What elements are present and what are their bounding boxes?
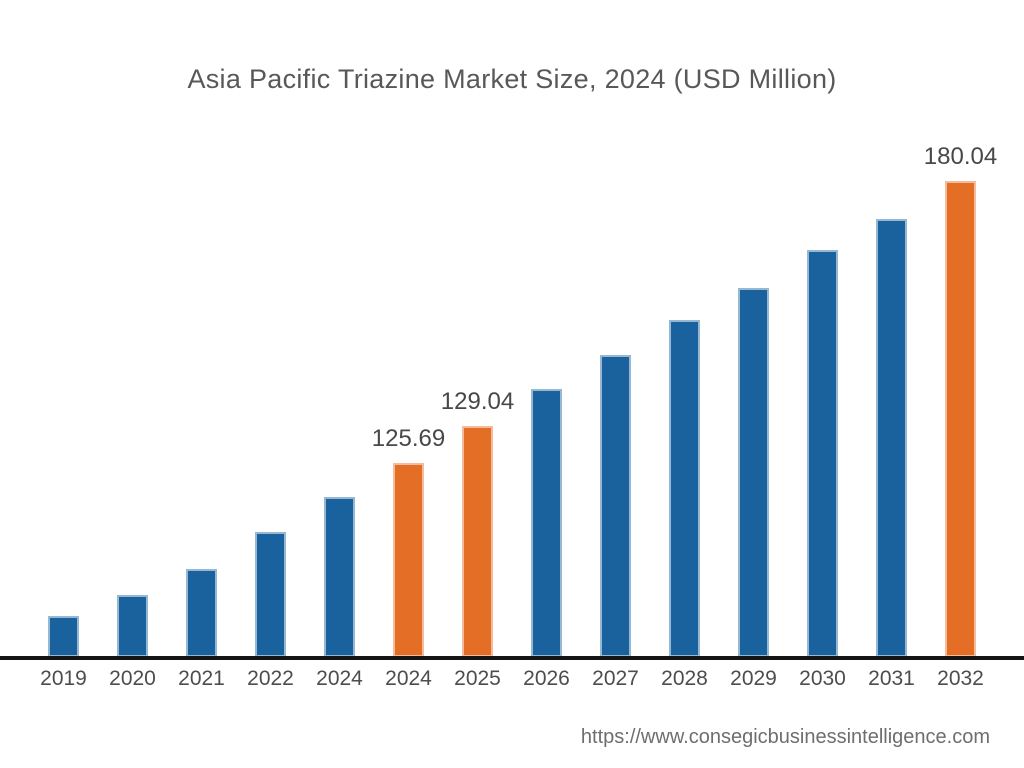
bar-slot: 125.69 [372, 176, 445, 657]
x-axis-labels: 2019 2020 2021 2022 2024 2024 2025 2026 2027 2028… [29, 667, 995, 691]
bar-slot: 180.04 [924, 143, 997, 657]
bar-2024-5: 125.69 [372, 425, 445, 657]
bar-2026-7 [531, 389, 562, 657]
bar-slot [167, 176, 236, 657]
source-url: https://www.consegicbusinessintelligence… [580, 726, 990, 748]
x-tick-label-2: 2021 [178, 667, 225, 690]
x-tick-label-12: 2031 [868, 667, 915, 690]
bar-slot [857, 176, 926, 657]
x-tick-label-7: 2026 [523, 667, 570, 690]
chart-title: Asia Pacific Triazine Market Size, 2024 … [187, 64, 837, 94]
bar-2031-12 [876, 219, 907, 657]
bar-slot [581, 176, 650, 657]
bar-slot [236, 176, 305, 657]
data-label-2032: 180.04 [923, 143, 998, 170]
bar-2022-3 [255, 532, 286, 657]
x-tick-label-8: 2027 [592, 667, 639, 690]
x-tick-label-6: 2025 [454, 667, 501, 690]
bar-2027-8 [600, 355, 631, 657]
x-tick-label-0: 2019 [40, 667, 87, 690]
bar-2030-11 [807, 250, 838, 657]
x-tick-label-11: 2030 [799, 667, 846, 690]
bar-slot [305, 176, 374, 657]
bar-2029-10 [738, 288, 769, 657]
x-tick-label-9: 2028 [661, 667, 708, 690]
x-tick-label-3: 2022 [247, 667, 294, 690]
bar-2028-9 [669, 320, 700, 657]
bar-2024-4 [324, 497, 355, 657]
bar-2032-13: 180.04 [924, 143, 997, 657]
bar-2021-2 [186, 569, 217, 657]
x-tick-label-1: 2020 [109, 667, 156, 690]
bar-slot [98, 176, 167, 657]
bars-area: 125.69 129.04 180.04 [29, 143, 997, 657]
x-axis-line [0, 656, 1024, 660]
bar-slot [29, 176, 98, 657]
bar-2019-0 [48, 616, 79, 657]
bar-slot [788, 176, 857, 657]
data-label-2024: 125.69 [371, 425, 446, 452]
bar-slot [512, 176, 581, 657]
bar-slot [650, 176, 719, 657]
x-tick-label-4: 2024 [316, 667, 363, 690]
x-tick-label-13: 2032 [937, 667, 984, 690]
bar-2020-1 [117, 595, 148, 657]
bar-slot [719, 176, 788, 657]
bar-2025-6: 129.04 [441, 388, 514, 657]
bar-slot: 129.04 [441, 176, 514, 657]
x-tick-label-10: 2029 [730, 667, 777, 690]
data-label-2025: 129.04 [440, 388, 515, 415]
x-tick-label-5: 2024 [385, 667, 432, 690]
